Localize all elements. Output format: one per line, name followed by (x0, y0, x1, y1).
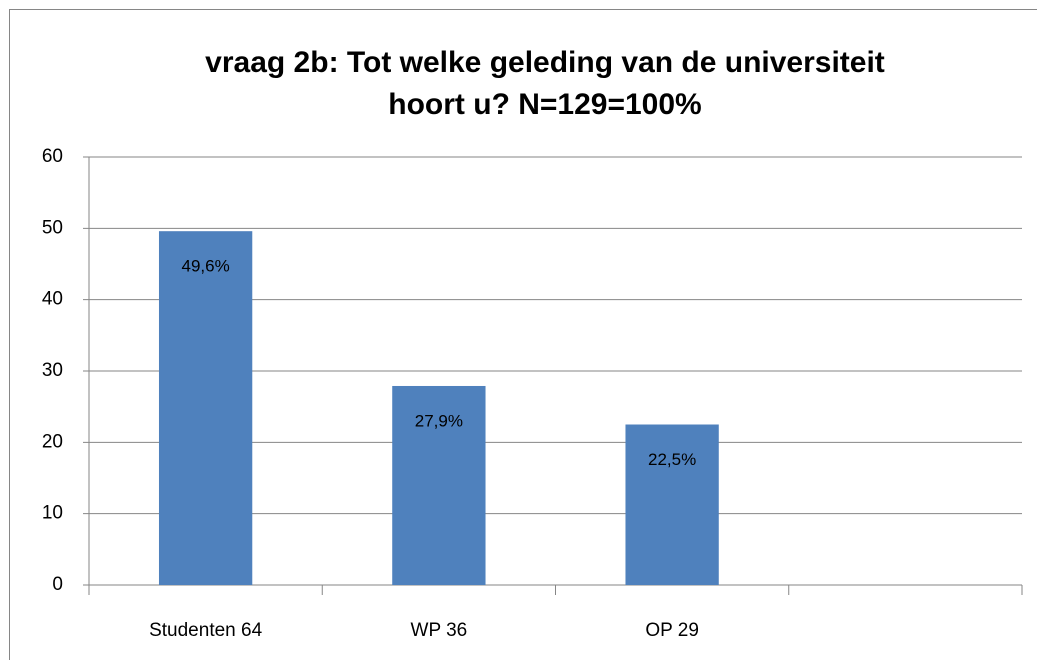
y-tick-label: 20 (42, 431, 63, 452)
bar (158, 231, 253, 586)
chart-title: vraag 2b: Tot welke geleding van de univ… (205, 46, 885, 79)
chart-title: hoort u? N=129=100% (388, 88, 701, 121)
bar (625, 424, 719, 585)
x-tick-label: WP 36 (411, 620, 468, 641)
x-tick-label: Studenten 64 (149, 620, 262, 641)
y-tick-label: 10 (42, 503, 63, 524)
y-tick-label: 60 (42, 146, 63, 167)
data-label: 22,5% (648, 450, 696, 469)
y-tick-label: 50 (42, 217, 63, 238)
y-tick-label: 0 (52, 574, 63, 595)
bar (392, 385, 486, 585)
y-tick-label: 40 (42, 289, 63, 310)
data-label: 27,9% (415, 411, 463, 430)
x-tick-label: OP 29 (645, 620, 699, 641)
data-label: 49,6% (182, 257, 230, 276)
y-tick-label: 30 (42, 360, 63, 381)
